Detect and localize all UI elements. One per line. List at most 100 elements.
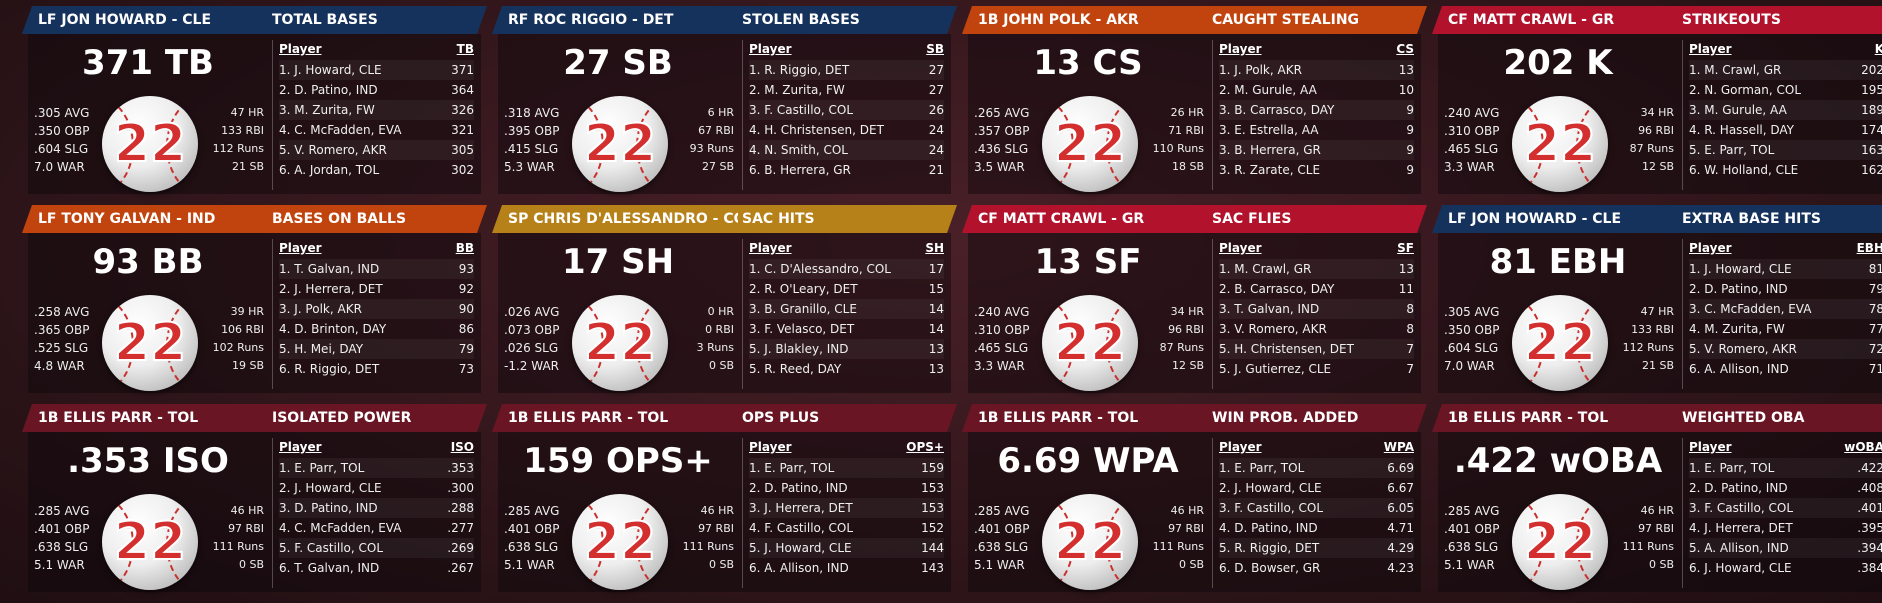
- player-name[interactable]: RF ROC RIGGIO - DET: [508, 12, 674, 28]
- column-header-player[interactable]: Player: [749, 241, 792, 255]
- leader-player[interactable]: 6. R. Riggio, DET: [279, 362, 380, 376]
- table-row[interactable]: 5. F. Castillo, COL .269: [279, 538, 474, 558]
- table-row[interactable]: 1. E. Parr, TOL .422: [1689, 458, 1882, 478]
- table-row[interactable]: 1. C. D'Alessandro, COL 17: [749, 259, 944, 279]
- player-name[interactable]: 1B ELLIS PARR - TOL: [1448, 410, 1609, 426]
- leader-player[interactable]: 6. A. Allison, IND: [1689, 362, 1789, 376]
- leader-player[interactable]: 1. J. Howard, CLE: [279, 63, 382, 77]
- table-row[interactable]: 2. D. Patino, IND .408: [1689, 478, 1882, 498]
- table-row[interactable]: 5. R. Riggio, DET 4.29: [1219, 538, 1414, 558]
- table-row[interactable]: 3. T. Galvan, IND 8: [1219, 299, 1414, 319]
- table-row[interactable]: 5. A. Allison, IND .394: [1689, 538, 1882, 558]
- column-header-player[interactable]: Player: [279, 241, 322, 255]
- table-row[interactable]: 5. R. Reed, DAY 13: [749, 359, 944, 379]
- player-name[interactable]: 1B ELLIS PARR - TOL: [508, 410, 669, 426]
- table-row[interactable]: 2. B. Carrasco, DAY 11: [1219, 279, 1414, 299]
- table-row[interactable]: 2. M. Gurule, AA 10: [1219, 80, 1414, 100]
- table-row[interactable]: 3. J. Herrera, DET 153: [749, 498, 944, 518]
- leader-player[interactable]: 3. C. McFadden, EVA: [1689, 302, 1812, 316]
- column-header-player[interactable]: Player: [1689, 440, 1732, 454]
- leader-card[interactable]: LF TONY GALVAN - IND BASES ON BALLS 93 BB.…: [22, 205, 487, 397]
- table-row[interactable]: 1. M. Crawl, GR 13: [1219, 259, 1414, 279]
- leader-player[interactable]: 2. B. Carrasco, DAY: [1219, 282, 1335, 296]
- column-header-player[interactable]: Player: [749, 440, 792, 454]
- column-header-stat[interactable]: BB: [455, 241, 474, 255]
- table-row[interactable]: 3. B. Carrasco, DAY 9: [1219, 100, 1414, 120]
- column-header-player[interactable]: Player: [1219, 42, 1262, 56]
- leader-player[interactable]: 5. V. Romero, AKR: [1689, 342, 1797, 356]
- table-row[interactable]: 6. R. Riggio, DET 73: [279, 359, 474, 379]
- column-header-player[interactable]: Player: [749, 42, 792, 56]
- table-row[interactable]: 3. B. Granillo, CLE 14: [749, 299, 944, 319]
- leader-player[interactable]: 4. F. Castillo, COL: [749, 521, 854, 535]
- player-name[interactable]: LF JON HOWARD - CLE: [1448, 211, 1622, 227]
- column-header-stat[interactable]: CS: [1396, 42, 1414, 56]
- table-row[interactable]: 1. M. Crawl, GR 202: [1689, 60, 1882, 80]
- leader-player[interactable]: 6. D. Bowser, GR: [1219, 561, 1321, 575]
- leader-player[interactable]: 4. M. Zurita, FW: [1689, 322, 1785, 336]
- table-row[interactable]: 3. M. Zurita, FW 326: [279, 100, 474, 120]
- leader-player[interactable]: 4. D. Patino, IND: [1219, 521, 1318, 535]
- leader-player[interactable]: 1. E. Parr, TOL: [749, 461, 835, 475]
- leader-player[interactable]: 3. E. Estrella, AA: [1219, 123, 1319, 137]
- table-row[interactable]: 4. N. Smith, COL 24: [749, 140, 944, 160]
- column-header-stat[interactable]: WPA: [1383, 440, 1414, 454]
- leader-card[interactable]: LF JON HOWARD - CLE TOTAL BASES 371 TB .305…: [22, 6, 487, 198]
- column-header-player[interactable]: Player: [1689, 42, 1732, 56]
- leader-player[interactable]: 4. D. Brinton, DAY: [279, 322, 387, 336]
- leader-player[interactable]: 1. E. Parr, TOL: [1219, 461, 1305, 475]
- leader-player[interactable]: 4. C. McFadden, EVA: [279, 123, 402, 137]
- leader-player[interactable]: 5. F. Castillo, COL: [279, 541, 384, 555]
- column-header-stat[interactable]: SF: [1397, 241, 1414, 255]
- leader-player[interactable]: 4. N. Smith, COL: [749, 143, 848, 157]
- table-row[interactable]: 2. J. Howard, CLE 6.67: [1219, 478, 1414, 498]
- player-name[interactable]: 1B JOHN POLK - AKR: [978, 12, 1139, 28]
- leader-player[interactable]: 3. B. Granillo, CLE: [749, 302, 857, 316]
- table-row[interactable]: 1. E. Parr, TOL .353: [279, 458, 474, 478]
- table-row[interactable]: 2. R. O'Leary, DET 15: [749, 279, 944, 299]
- leader-player[interactable]: 3. B. Herrera, GR: [1219, 143, 1321, 157]
- leader-player[interactable]: 4. C. McFadden, EVA: [279, 521, 402, 535]
- column-header-player[interactable]: Player: [1219, 440, 1262, 454]
- table-row[interactable]: 6. T. Galvan, IND .267: [279, 558, 474, 578]
- table-row[interactable]: 5. J. Blakley, IND 13: [749, 339, 944, 359]
- table-row[interactable]: 2. D. Patino, IND 153: [749, 478, 944, 498]
- leader-player[interactable]: 5. R. Riggio, DET: [1219, 541, 1320, 555]
- table-row[interactable]: 5. J. Howard, CLE 144: [749, 538, 944, 558]
- table-row[interactable]: 6. B. Herrera, GR 21: [749, 160, 944, 180]
- leader-player[interactable]: 5. A. Allison, IND: [1689, 541, 1789, 555]
- table-row[interactable]: 5. E. Parr, TOL 163: [1689, 140, 1882, 160]
- leader-player[interactable]: 5. V. Romero, AKR: [279, 143, 387, 157]
- table-row[interactable]: 5. V. Romero, AKR 305: [279, 140, 474, 160]
- leader-player[interactable]: 1. T. Galvan, IND: [279, 262, 380, 276]
- column-header-stat[interactable]: wOBA: [1844, 440, 1882, 454]
- column-header-player[interactable]: Player: [1219, 241, 1262, 255]
- leader-player[interactable]: 1. M. Crawl, GR: [1689, 63, 1782, 77]
- table-row[interactable]: 6. A. Allison, IND 71: [1689, 359, 1882, 379]
- table-row[interactable]: 4. F. Castillo, COL 152: [749, 518, 944, 538]
- leader-player[interactable]: 3. F. Castillo, COL: [1689, 501, 1794, 515]
- leader-player[interactable]: 3. F. Castillo, COL: [749, 103, 854, 117]
- leader-player[interactable]: 5. H. Mei, DAY: [279, 342, 364, 356]
- leader-player[interactable]: 2. J. Howard, CLE: [279, 481, 382, 495]
- table-row[interactable]: 1. J. Howard, CLE 371: [279, 60, 474, 80]
- leader-player[interactable]: 6. W. Holland, CLE: [1689, 163, 1799, 177]
- leader-player[interactable]: 3. F. Castillo, COL: [1219, 501, 1324, 515]
- table-row[interactable]: 3. F. Castillo, COL 26: [749, 100, 944, 120]
- leader-player[interactable]: 3. B. Carrasco, DAY: [1219, 103, 1335, 117]
- leader-card[interactable]: LF JON HOWARD - CLE EXTRA BASE HITS 81 EBH…: [1432, 205, 1882, 397]
- table-row[interactable]: 2. J. Herrera, DET 92: [279, 279, 474, 299]
- table-row[interactable]: 4. C. McFadden, EVA 321: [279, 120, 474, 140]
- leader-player[interactable]: 1. E. Parr, TOL: [279, 461, 365, 475]
- table-row[interactable]: 6. A. Allison, IND 143: [749, 558, 944, 578]
- leader-card[interactable]: CF MATT CRAWL - GR SAC FLIES 13 SF .240 AVG…: [962, 205, 1427, 397]
- table-row[interactable]: 3. D. Patino, IND .288: [279, 498, 474, 518]
- leader-player[interactable]: 4. J. Herrera, DET: [1689, 521, 1793, 535]
- leader-player[interactable]: 3. M. Zurita, FW: [279, 103, 375, 117]
- leader-card[interactable]: SP CHRIS D'ALESSANDRO - COL SAC HITS 17 SH…: [492, 205, 957, 397]
- table-row[interactable]: 4. D. Patino, IND 4.71: [1219, 518, 1414, 538]
- leader-player[interactable]: 3. T. Galvan, IND: [1219, 302, 1320, 316]
- table-row[interactable]: 3. M. Gurule, AA 189: [1689, 100, 1882, 120]
- leader-player[interactable]: 1. J. Howard, CLE: [1689, 262, 1792, 276]
- leader-card[interactable]: 1B ELLIS PARR - TOL OPS PLUS 159 OPS+ .285 …: [492, 404, 957, 596]
